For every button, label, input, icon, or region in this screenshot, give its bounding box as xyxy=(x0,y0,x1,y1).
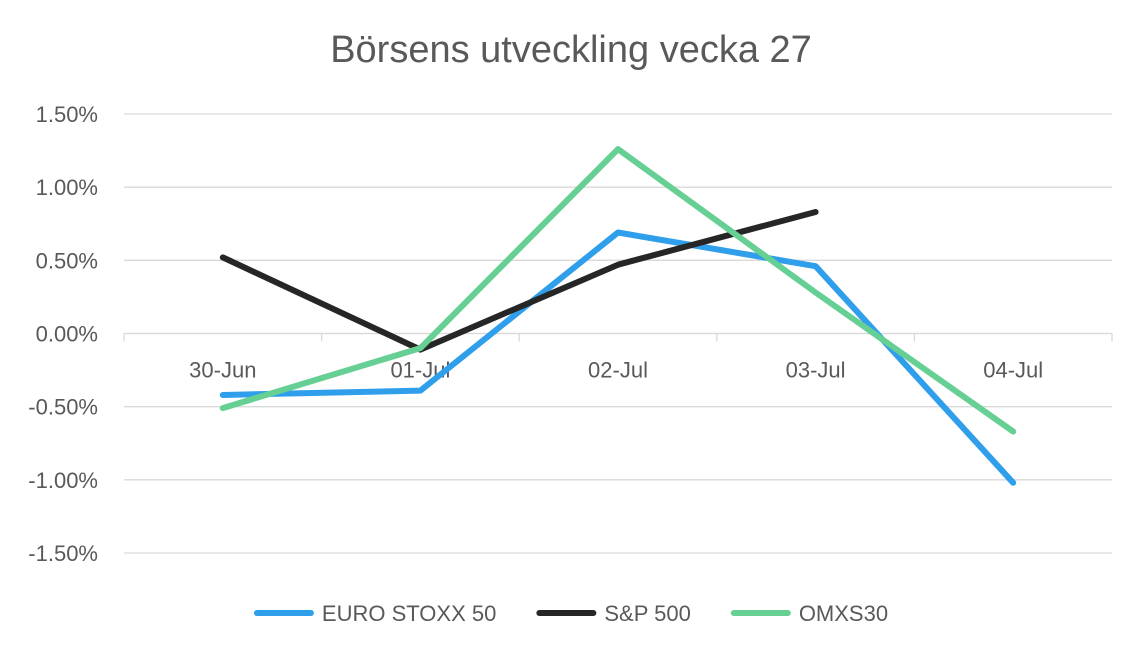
y-tick-label: -1.00% xyxy=(28,468,98,493)
y-tick-label: 0.00% xyxy=(36,322,98,347)
x-tick-label: 04-Jul xyxy=(983,358,1043,383)
y-tick-label: -0.50% xyxy=(28,395,98,420)
legend: EURO STOXX 50 S&P 500 OMXS30 xyxy=(253,601,888,626)
series-line-s-p-500 xyxy=(219,209,819,353)
legend-label: S&P 500 xyxy=(604,601,690,626)
legend-label: EURO STOXX 50 xyxy=(322,601,496,626)
x-axis-tick-labels: 30-Jun 01-Jul 02-Jul 03-Jul 04-Jul xyxy=(189,358,1043,383)
x-axis xyxy=(123,332,1113,342)
chart-title: Börsens utveckling vecka 27 xyxy=(330,29,812,71)
x-tick-label: 30-Jun xyxy=(189,358,256,383)
y-tick-label: 1.00% xyxy=(36,175,98,200)
y-axis-tick-labels: 1.50% 1.00% 0.50% 0.00% -0.50% -1.00% -1.50% xyxy=(28,102,98,566)
y-tick-label: -1.50% xyxy=(28,541,98,566)
legend-label: OMXS30 xyxy=(799,601,888,626)
series-line-omxs30 xyxy=(219,146,1017,435)
x-tick-label: 03-Jul xyxy=(786,358,846,383)
y-tick-label: 1.50% xyxy=(36,102,98,127)
y-tick-label: 0.50% xyxy=(36,248,98,273)
x-tick-label: 02-Jul xyxy=(588,358,648,383)
series-lines xyxy=(219,146,1017,486)
